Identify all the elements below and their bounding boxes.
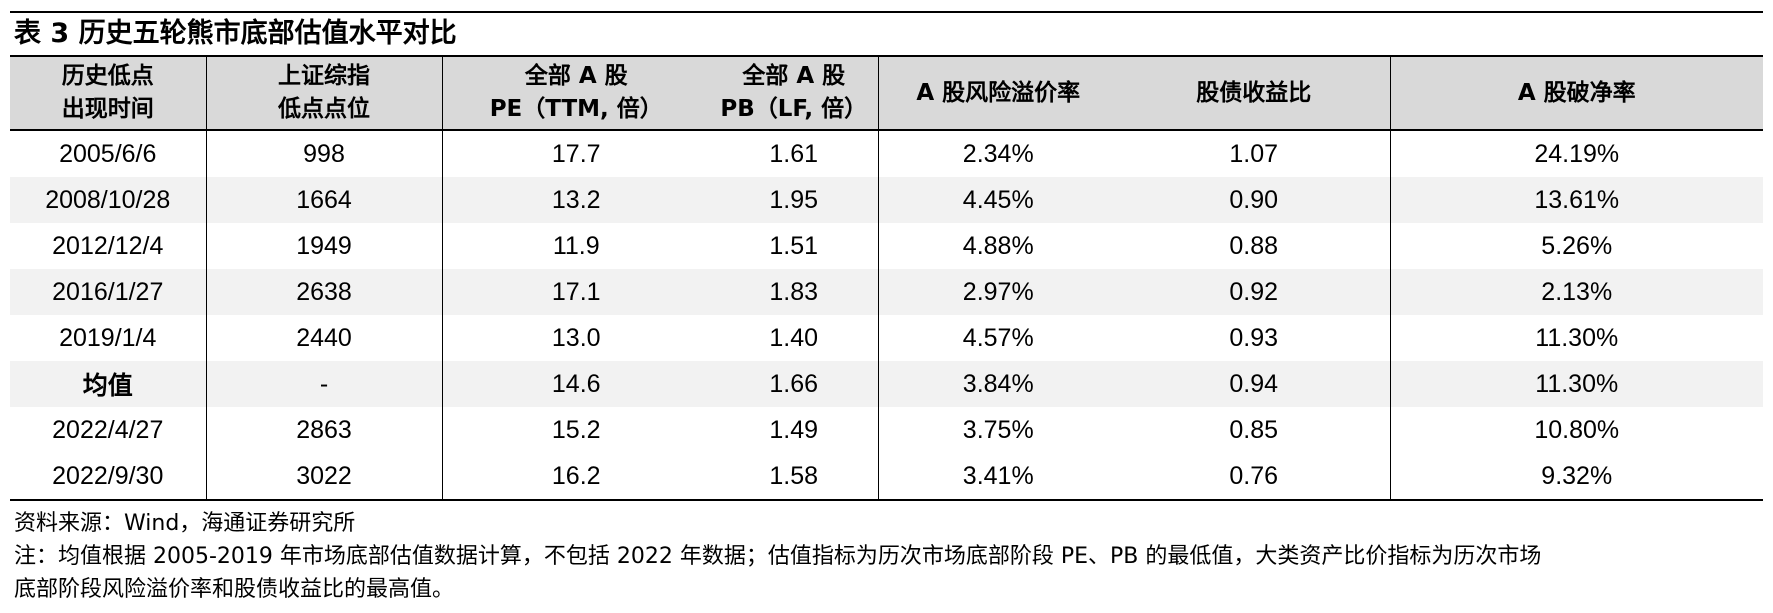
- cell-stock-bond-ratio: 0.88: [1118, 223, 1391, 269]
- cell-risk-premium: 4.57%: [962, 323, 1034, 352]
- table-row: 2005/6/6 998 17.7 1.61 2.34% 1.07 24.19%: [10, 130, 1763, 177]
- cell-below-book-ratio: 9.32%: [1541, 461, 1613, 490]
- header-index-low: 上证综指 低点点位: [206, 56, 443, 131]
- source-note: 资料来源：Wind，海通证券研究所: [14, 511, 356, 536]
- top-rule: [10, 11, 1763, 13]
- header-line: 全部 A 股: [742, 63, 846, 89]
- cell-risk-premium: 2.97%: [878, 269, 1118, 315]
- cell-pe: 15.2: [551, 415, 601, 444]
- header-line: 低点点位: [278, 96, 370, 122]
- cell-index-low: 3022: [206, 453, 443, 500]
- header-pe: 全部 A 股 PE（TTM, 倍）: [442, 56, 710, 131]
- cell-date: 2022/9/30: [10, 453, 207, 500]
- valuation-table: 历史低点 出现时间 上证综指 低点点位 全部 A 股 PE（TTM, 倍） 全部…: [10, 55, 1763, 501]
- cell-risk-premium: 3.75%: [962, 415, 1034, 444]
- cell-below-book-ratio: 24.19%: [1534, 139, 1620, 168]
- cell-stock-bond-ratio: 0.76: [1118, 453, 1391, 500]
- cell-date: 2008/10/28: [10, 177, 207, 223]
- cell-below-book-ratio: 5.26%: [1541, 231, 1613, 260]
- cell-pb: 1.58: [710, 453, 879, 500]
- header-line: 股债收益比: [1196, 79, 1312, 106]
- cell-index-low: 1949: [206, 223, 443, 269]
- table-title: 表 3 历史五轮熊市底部估值水平对比: [14, 18, 457, 49]
- cell-risk-premium: 2.34%: [962, 139, 1034, 168]
- cell-index-low: 2863: [206, 407, 443, 453]
- cell-pe: 17.1: [442, 269, 710, 315]
- header-line: 全部 A 股: [524, 63, 628, 89]
- header-date: 历史低点 出现时间: [10, 56, 207, 131]
- header-line: PB（LF, 倍）: [720, 96, 868, 122]
- header-line: A 股破净率: [1517, 79, 1636, 106]
- table-row: 2019/1/4 2440 13.0 1.40 4.57% 0.93 11.30…: [10, 315, 1763, 361]
- cell-stock-bond-ratio: 0.92: [1118, 269, 1391, 315]
- cell-risk-premium: 3.41%: [962, 461, 1034, 490]
- notes: 资料来源：Wind，海通证券研究所 注：均值根据 2005-2019 年市场底部…: [10, 507, 1763, 606]
- cell-pe: 13.0: [551, 323, 601, 352]
- cell-pb: 1.51: [710, 223, 879, 269]
- cell-date: 2019/1/4: [10, 315, 207, 361]
- cell-date: 2012/12/4: [10, 223, 207, 269]
- cell-pe: 17.7: [551, 139, 601, 168]
- cell-date: 2016/1/27: [10, 269, 207, 315]
- cell-pe: 16.2: [551, 461, 601, 490]
- header-line: A 股风险溢价率: [916, 79, 1081, 106]
- cell-pb: 1.83: [710, 269, 879, 315]
- cell-pb: 1.49: [710, 407, 879, 453]
- cell-index-low: 2440: [206, 315, 443, 361]
- table-row: 2022/4/27 2863 15.2 1.49 3.75% 0.85 10.8…: [10, 407, 1763, 453]
- cell-date: 均值: [10, 361, 207, 407]
- cell-index-low: 2638: [206, 269, 443, 315]
- header-line: 历史低点: [61, 63, 154, 89]
- footnote-line: 注：均值根据 2005-2019 年市场底部估值数据计算，不包括 2022 年数…: [14, 544, 1542, 569]
- header-line: PE（TTM, 倍）: [489, 96, 663, 122]
- table-row: 2022/9/30 3022 16.2 1.58 3.41% 0.76 9.32…: [10, 453, 1763, 500]
- cell-pb: 1.95: [710, 177, 879, 223]
- report-page: 表 3 历史五轮熊市底部估值水平对比 历史低点 出现时间 上证综指 低点点位 全…: [10, 0, 1763, 606]
- cell-stock-bond-ratio: 0.94: [1118, 361, 1391, 407]
- header-pb: 全部 A 股 PB（LF, 倍）: [710, 56, 879, 131]
- cell-stock-bond-ratio: 0.93: [1118, 315, 1391, 361]
- table-row-average: 均值 - 14.6 1.66 3.84% 0.94 11.30%: [10, 361, 1763, 407]
- table-row: 2012/12/4 1949 11.9 1.51 4.88% 0.88 5.26…: [10, 223, 1763, 269]
- cell-pb: 1.40: [710, 315, 879, 361]
- cell-below-book-ratio: 11.30%: [1535, 323, 1619, 352]
- cell-stock-bond-ratio: 0.90: [1118, 177, 1391, 223]
- table-row: 2008/10/28 1664 13.2 1.95 4.45% 0.90 13.…: [10, 177, 1763, 223]
- cell-pe: 13.2: [442, 177, 710, 223]
- cell-below-book-ratio: 11.30%: [1390, 361, 1763, 407]
- cell-pe: 14.6: [442, 361, 710, 407]
- header-below-book-ratio: A 股破净率: [1390, 56, 1763, 131]
- cell-risk-premium: 4.88%: [962, 231, 1034, 260]
- cell-pb: 1.61: [710, 130, 879, 177]
- footnote-line: 底部阶段风险溢价率和股债收益比的最高值。: [14, 577, 455, 602]
- header-row: 历史低点 出现时间 上证综指 低点点位 全部 A 股 PE（TTM, 倍） 全部…: [10, 56, 1763, 131]
- cell-below-book-ratio: 10.80%: [1534, 415, 1620, 444]
- cell-stock-bond-ratio: 0.85: [1118, 407, 1391, 453]
- cell-risk-premium: 4.45%: [878, 177, 1118, 223]
- cell-pe: 11.9: [552, 231, 600, 260]
- header-line: 上证综指: [278, 63, 370, 89]
- header-stock-bond-ratio: 股债收益比: [1118, 56, 1391, 131]
- header-line: 出现时间: [61, 96, 154, 122]
- cell-stock-bond-ratio: 1.07: [1118, 130, 1391, 177]
- cell-risk-premium: 3.84%: [878, 361, 1118, 407]
- cell-date: 2022/4/27: [10, 407, 207, 453]
- table-row: 2016/1/27 2638 17.1 1.83 2.97% 0.92 2.13…: [10, 269, 1763, 315]
- cell-index-low: 998: [206, 130, 443, 177]
- cell-index-low: 1664: [206, 177, 443, 223]
- cell-index-low: -: [206, 361, 443, 407]
- header-risk-premium: A 股风险溢价率: [878, 56, 1118, 131]
- cell-pb: 1.66: [710, 361, 879, 407]
- cell-below-book-ratio: 13.61%: [1390, 177, 1763, 223]
- cell-date: 2005/6/6: [10, 130, 207, 177]
- cell-below-book-ratio: 2.13%: [1390, 269, 1763, 315]
